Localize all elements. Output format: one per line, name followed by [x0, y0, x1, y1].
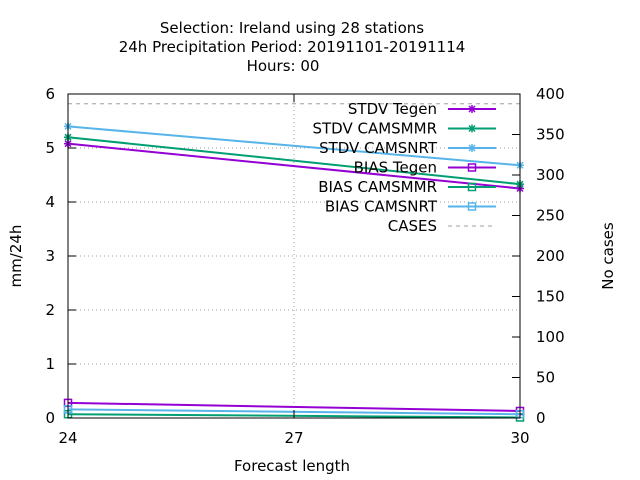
y2-tick-label: 400 [536, 85, 565, 103]
y-axis-label: mm/24h [7, 225, 25, 288]
axis-ticks: 0 1 2 3 4 5 6 0 50 100 150 200 250 300 350 400 24 27 30 [45, 85, 564, 447]
y2-axis-label: No cases [599, 222, 617, 290]
chart-title-line-1: Selection: Ireland using 28 stations [160, 19, 424, 37]
legend-label-bias-camsmmr: BIAS CAMSMMR [318, 178, 437, 196]
legend-label-bias-tegen: BIAS Tegen [354, 159, 437, 177]
x-tick-label: 27 [284, 429, 303, 447]
y2-tick-label: 0 [536, 409, 546, 427]
y-tick-label: 0 [45, 409, 55, 427]
y-tick-label: 2 [45, 301, 55, 319]
legend-marker-bias-camsnrt [467, 202, 477, 211]
legend-marker-stdv-camsmmr [468, 124, 476, 133]
y2-tick-label: 50 [536, 369, 555, 387]
chart-title-line-2: 24h Precipitation Period: 20191101-20191… [119, 38, 466, 56]
x-tick-label: 30 [510, 429, 529, 447]
legend-label-stdv-camsmmr: STDV CAMSMMR [312, 120, 437, 138]
series-line-stdv-camsmmr [67, 136, 521, 186]
y-tick-label: 6 [45, 85, 55, 103]
legend-marker-bias-camsmmr [467, 182, 477, 192]
y-tick-label: 4 [45, 193, 55, 211]
series-line-stdv-tegen [67, 142, 521, 190]
chart-title-line-3: Hours: 00 [247, 57, 320, 75]
x-tick-label: 24 [58, 429, 77, 447]
series-line-bias-tegen [67, 401, 521, 412]
y2-tick-label: 250 [536, 207, 565, 225]
legend-label-cases: CASES [388, 217, 437, 235]
y-tick-label: 1 [45, 355, 55, 373]
legend-marker-stdv-camsnrt [468, 144, 476, 152]
y2-tick-label: 200 [536, 247, 565, 265]
legend-label-stdv-tegen: STDV Tegen [348, 100, 437, 118]
legend-marker-bias-tegen [467, 163, 477, 172]
y-tick-label: 5 [45, 139, 55, 157]
x-axis-label: Forecast length [234, 457, 350, 475]
y2-tick-label: 350 [536, 126, 565, 144]
y2-tick-label: 100 [536, 328, 565, 346]
series-line-stdv-camsnrt [67, 125, 521, 167]
grid-lines [68, 94, 520, 418]
legend-marker-stdv-tegen [468, 105, 476, 113]
y2-tick-label: 300 [536, 166, 565, 184]
legend-label-stdv-camsnrt: STDV CAMSNRT [319, 139, 438, 157]
y2-tick-label: 150 [536, 288, 565, 306]
legend-label-bias-camsnrt: BIAS CAMSNRT [325, 198, 438, 216]
y-tick-label: 3 [45, 247, 55, 265]
